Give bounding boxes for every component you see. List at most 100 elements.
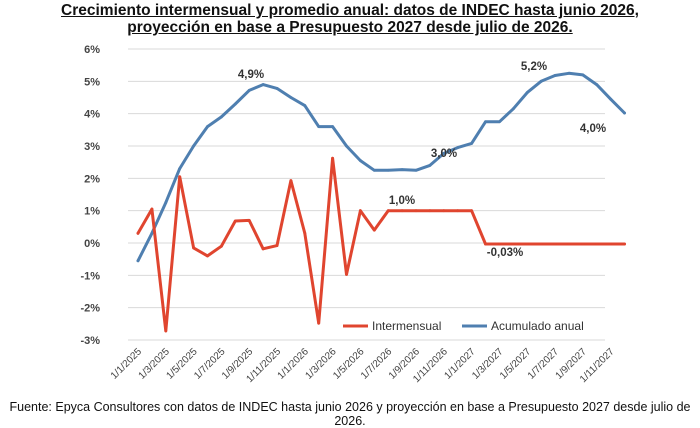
data-point-acumulado (442, 152, 446, 155)
line-chart: 6% 5% 4% 3% 2% 1% 0% -1% -2% -3% 1/1/20251/3/2025… (80, 44, 626, 385)
data-point-acumulado (233, 102, 237, 106)
chart-title: Crecimiento intermensual y promedio anua… (0, 2, 700, 36)
chart-title-line-2: proyección en base a Presupuesto 2027 de… (127, 19, 573, 36)
series-line-acumulado-anual (136, 71, 626, 263)
data-point-acumulado (400, 168, 404, 172)
data-point-intermensual (456, 209, 460, 213)
y-tick-label: -3% (80, 335, 100, 347)
x-axis-tick-labels: 1/1/20251/3/20251/5/20251/7/20251/9/2025… (109, 346, 617, 385)
data-point-acumulado (511, 107, 515, 111)
data-point-acumulado (595, 83, 599, 86)
data-point-acumulado (220, 115, 223, 119)
data-point-intermensual (609, 242, 612, 246)
data-point-acumulado (275, 87, 279, 90)
y-tick-label: 5% (84, 76, 100, 88)
data-point-intermensual (484, 242, 487, 246)
data-point-acumulado (498, 120, 501, 124)
data-point-intermensual (192, 246, 196, 250)
data-point-acumulado (317, 125, 321, 128)
data-point-intermensual (567, 242, 571, 246)
y-tick-label: 6% (84, 44, 100, 56)
data-point-intermensual (470, 209, 473, 213)
data-point-acumulado (206, 125, 209, 128)
data-point-acumulado (484, 120, 487, 124)
data-point-intermensual (372, 228, 376, 232)
data-point-intermensual (442, 209, 446, 213)
data-point-intermensual (525, 242, 529, 246)
data-point-intermensual (247, 218, 251, 222)
data-labels: 4,9% 5,2% 3,0% 4,0% 1,0% -0,03% (238, 61, 606, 259)
data-point-acumulado (359, 159, 362, 162)
data-point-intermensual (289, 179, 293, 182)
data-point-acumulado (247, 88, 251, 92)
data-label-last: 4,0% (580, 123, 606, 135)
data-point-intermensual (317, 321, 321, 325)
data-point-acumulado (553, 74, 557, 77)
data-point-intermensual (414, 209, 418, 213)
data-point-acumulado (386, 168, 390, 172)
data-point-intermensual (150, 207, 154, 211)
data-points (136, 71, 626, 333)
data-label-peak-2025: 4,9% (238, 69, 264, 81)
data-point-acumulado (567, 71, 571, 75)
data-point-intermensual (428, 209, 432, 213)
data-point-acumulado (164, 201, 168, 204)
data-point-acumulado (372, 168, 376, 172)
data-point-intermensual (623, 242, 626, 246)
legend: Intermensual Acumulado anual (343, 319, 584, 333)
data-point-intermensual (331, 156, 334, 160)
data-point-intermensual (345, 272, 348, 276)
data-point-acumulado (345, 144, 348, 148)
grid-lines (128, 48, 605, 341)
data-label-intermensual-1: 1,0% (389, 195, 415, 207)
data-point-acumulado (539, 79, 543, 83)
legend-label-intermensual: Intermensual (372, 319, 441, 333)
data-label-jan-2027: 3,0% (431, 148, 457, 160)
y-tick-label: 4% (84, 109, 100, 121)
y-tick-label: -1% (80, 270, 100, 282)
data-point-intermensual (261, 247, 265, 251)
data-point-intermensual (233, 219, 237, 223)
data-point-acumulado (150, 231, 154, 235)
data-point-acumulado (331, 125, 334, 128)
data-point-acumulado (525, 91, 529, 95)
data-point-acumulado (456, 146, 460, 150)
data-point-intermensual (178, 175, 182, 179)
series-line-intermensual (136, 156, 626, 333)
data-point-intermensual (400, 209, 404, 213)
data-point-acumulado (428, 164, 432, 167)
data-point-acumulado (192, 144, 196, 148)
data-point-acumulado (303, 104, 307, 107)
data-point-acumulado (609, 97, 612, 101)
y-tick-label: 3% (84, 141, 100, 153)
data-point-intermensual (595, 242, 599, 246)
data-point-intermensual (386, 209, 390, 213)
y-tick-label: -2% (80, 303, 100, 315)
data-point-intermensual (581, 242, 585, 246)
data-point-intermensual (164, 329, 168, 333)
source-note: Fuente: Epyca Consultores con datos de I… (9, 400, 691, 428)
data-point-acumulado (136, 259, 140, 263)
data-label-intermensual-neg: -0,03% (487, 247, 523, 259)
data-point-intermensual (206, 254, 209, 258)
chart-title-line-1: Crecimiento intermensual y promedio anua… (61, 2, 639, 19)
y-tick-label: 1% (84, 206, 100, 218)
data-point-intermensual (136, 231, 140, 235)
data-point-acumulado (581, 73, 585, 77)
y-axis-tick-labels: 6% 5% 4% 3% 2% 1% 0% -1% -2% -3% (80, 44, 100, 347)
data-point-intermensual (511, 242, 515, 246)
data-point-intermensual (359, 209, 362, 213)
data-point-intermensual (303, 231, 307, 235)
data-point-acumulado (623, 111, 626, 115)
data-point-intermensual (539, 242, 543, 246)
data-point-acumulado (289, 96, 293, 99)
y-tick-label: 2% (84, 173, 100, 185)
data-point-acumulado (470, 142, 473, 145)
data-point-intermensual (553, 242, 557, 246)
data-point-intermensual (498, 242, 501, 246)
data-point-acumulado (261, 83, 265, 86)
data-label-peak-2027: 5,2% (521, 61, 547, 73)
y-tick-label: 0% (84, 238, 100, 250)
legend-label-acumulado: Acumulado anual (491, 319, 584, 333)
data-point-intermensual (275, 244, 279, 247)
